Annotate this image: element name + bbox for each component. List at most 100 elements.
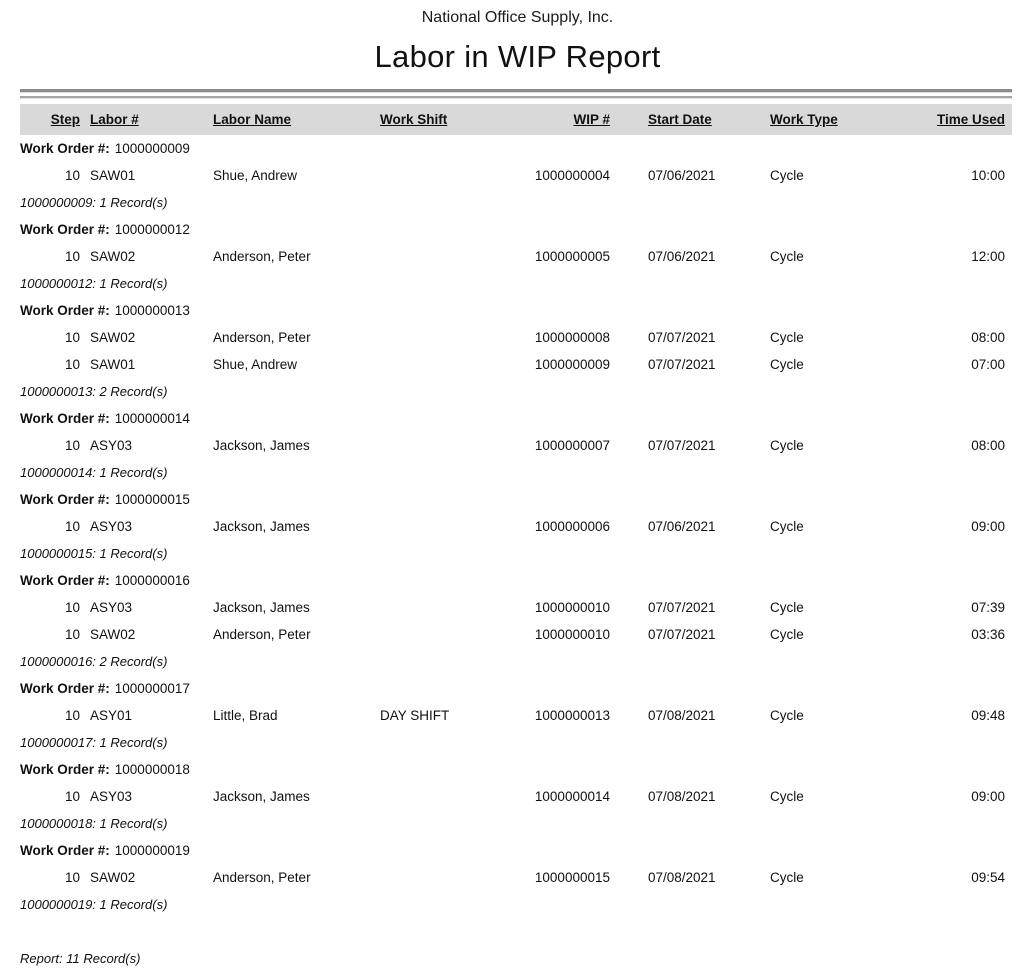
cell-labor-no: ASY03 — [90, 600, 133, 615]
cell-labor-name: Anderson, Peter — [213, 249, 311, 264]
report-record-count: Report: 11 Record(s) — [20, 951, 141, 966]
column-header-work-type: Work Type — [770, 112, 838, 127]
work-order-group: Work Order #: 1000000019 10 SAW02 Anderson, … — [20, 837, 1012, 918]
cell-labor-name: Jackson, James — [213, 438, 310, 453]
labor-row: 10 ASY03 Jackson, James 1000000010 07/07/202… — [20, 594, 1012, 621]
work-order-label: Work Order #: — [20, 573, 110, 588]
cell-wip-no: 1000000015 — [534, 870, 610, 885]
cell-step: 10 — [64, 600, 80, 615]
cell-work-shift — [380, 783, 520, 810]
cell-work-shift — [380, 324, 520, 351]
work-order-label: Work Order #: — [20, 411, 110, 426]
cell-wip-no: 1000000005 — [534, 249, 610, 264]
company-name: National Office Supply, Inc. — [421, 9, 614, 26]
cell-wip-no: 1000000004 — [534, 168, 610, 183]
cell-step: 10 — [64, 249, 80, 264]
group-record-count: 1000000019: 1 Record(s) — [20, 897, 168, 912]
work-order-label: Work Order #: — [20, 492, 110, 507]
cell-labor-no: ASY03 — [90, 438, 133, 453]
cell-start-date: 07/08/2021 — [648, 789, 716, 804]
divider-thick — [20, 89, 1012, 92]
cell-start-date: 07/07/2021 — [648, 438, 716, 453]
cell-work-type: Cycle — [770, 870, 804, 885]
work-order-header: Work Order #: 1000000015 — [20, 486, 1012, 513]
column-header-labor-name: Labor Name — [213, 112, 292, 127]
work-order-group: Work Order #: 1000000016 10 ASY03 Jackson, J… — [20, 567, 1012, 675]
divider-thin — [20, 96, 1012, 98]
cell-time-used: 10:00 — [971, 168, 1005, 183]
group-record-count: 1000000014: 1 Record(s) — [20, 465, 168, 480]
cell-step: 10 — [64, 357, 80, 372]
cell-work-shift — [380, 162, 520, 189]
work-order-number: 1000000017 — [114, 681, 190, 696]
cell-labor-name: Shue, Andrew — [213, 168, 298, 183]
column-header-start-date: Start Date — [648, 112, 712, 127]
group-record-count: 1000000009: 1 Record(s) — [20, 195, 168, 210]
work-order-label: Work Order #: — [20, 141, 110, 156]
cell-labor-no: SAW01 — [90, 168, 136, 183]
cell-work-shift — [380, 351, 520, 378]
work-order-group: Work Order #: 1000000009 10 SAW01 Shue, Andr… — [20, 135, 1012, 216]
cell-work-type: Cycle — [770, 249, 804, 264]
report-body: Work Order #: 1000000009 10 SAW01 Shue, Andr… — [20, 135, 1012, 918]
labor-row: 10 SAW01 Shue, Andrew 1000000009 07/07/2021 C… — [20, 351, 1012, 378]
cell-work-shift — [380, 513, 520, 540]
cell-work-type: Cycle — [770, 357, 804, 372]
report-content: Step Labor # Labor Name Work Shift WIP #… — [20, 89, 1012, 972]
work-order-header: Work Order #: 1000000014 — [20, 405, 1012, 432]
cell-step: 10 — [64, 708, 80, 723]
labor-row: 10 SAW02 Anderson, Peter 1000000008 07/07/20… — [20, 324, 1012, 351]
work-order-number: 1000000012 — [114, 222, 190, 237]
cell-labor-no: ASY01 — [90, 708, 133, 723]
cell-start-date: 07/08/2021 — [648, 870, 716, 885]
cell-work-type: Cycle — [770, 330, 804, 345]
cell-work-type: Cycle — [770, 627, 804, 642]
cell-start-date: 07/07/2021 — [648, 600, 716, 615]
cell-time-used: 08:00 — [971, 330, 1005, 345]
cell-wip-no: 1000000006 — [534, 519, 610, 534]
cell-step: 10 — [64, 870, 80, 885]
cell-labor-name: Jackson, James — [213, 789, 310, 804]
column-header-wip-no: WIP # — [573, 112, 610, 127]
cell-wip-no: 1000000013 — [534, 708, 610, 723]
work-order-label: Work Order #: — [20, 762, 110, 777]
cell-labor-name: Jackson, James — [213, 600, 310, 615]
work-order-group: Work Order #: 1000000015 10 ASY03 Jackson, J… — [20, 486, 1012, 567]
cell-labor-no: SAW02 — [90, 330, 136, 345]
work-order-number: 1000000013 — [114, 303, 190, 318]
cell-start-date: 07/07/2021 — [648, 357, 716, 372]
cell-start-date: 07/06/2021 — [648, 168, 716, 183]
work-order-header: Work Order #: 1000000017 — [20, 675, 1012, 702]
work-order-number: 1000000019 — [114, 843, 190, 858]
column-header-labor-no: Labor # — [90, 112, 139, 127]
work-order-number: 1000000009 — [114, 141, 190, 156]
cell-labor-no: SAW02 — [90, 870, 136, 885]
work-order-group: Work Order #: 1000000018 10 ASY03 Jackson, J… — [20, 756, 1012, 837]
cell-time-used: 07:39 — [971, 600, 1005, 615]
cell-work-type: Cycle — [770, 168, 804, 183]
cell-labor-no: SAW02 — [90, 627, 136, 642]
labor-row: 10 SAW02 Anderson, Peter 1000000005 07/06/20… — [20, 243, 1012, 270]
cell-wip-no: 1000000010 — [534, 600, 610, 615]
column-header-step: Step — [50, 112, 80, 127]
work-order-header: Work Order #: 1000000019 — [20, 837, 1012, 864]
cell-work-shift: DAY SHIFT — [380, 708, 450, 723]
cell-work-type: Cycle — [770, 519, 804, 534]
work-order-group: Work Order #: 1000000014 10 ASY03 Jackson, J… — [20, 405, 1012, 486]
work-order-number: 1000000016 — [114, 573, 190, 588]
labor-row: 10 ASY01 Little, Brad DAY SHIFT 1000000013 07… — [20, 702, 1012, 729]
cell-wip-no: 1000000007 — [534, 438, 610, 453]
cell-labor-no: ASY03 — [90, 789, 133, 804]
work-order-label: Work Order #: — [20, 843, 110, 858]
work-order-group: Work Order #: 1000000012 10 SAW02 Anderson, … — [20, 216, 1012, 297]
group-record-count: 1000000012: 1 Record(s) — [20, 276, 168, 291]
cell-labor-name: Little, Brad — [213, 708, 278, 723]
cell-time-used: 07:00 — [971, 357, 1005, 372]
work-order-label: Work Order #: — [20, 681, 110, 696]
cell-work-type: Cycle — [770, 708, 804, 723]
cell-labor-name: Anderson, Peter — [213, 330, 311, 345]
cell-work-type: Cycle — [770, 789, 804, 804]
cell-labor-name: Jackson, James — [213, 519, 310, 534]
cell-labor-no: SAW02 — [90, 249, 136, 264]
work-order-header: Work Order #: 1000000009 — [20, 135, 1012, 162]
